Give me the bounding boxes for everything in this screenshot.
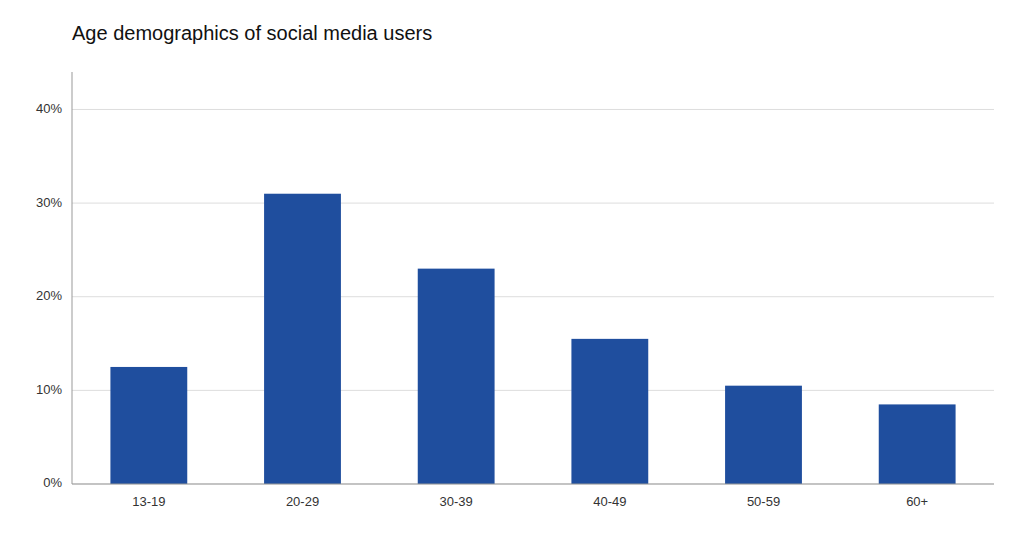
x-tick-label: 60+: [906, 494, 928, 509]
page: {"chart_data": {"type": "bar", "title": …: [0, 0, 1024, 536]
title: Age demographics of social media users: [72, 22, 432, 44]
bars: [110, 194, 955, 484]
bar: [879, 404, 956, 484]
chart-svg: Age demographics of social media users 0%…: [0, 0, 1024, 536]
y-tick-labels: 0% 10% 20% 30% 40%: [36, 101, 62, 491]
y-tick-label: 20%: [36, 288, 62, 303]
y-axis-line: [72, 72, 73, 484]
grid-line: [72, 203, 994, 204]
bar: [418, 269, 495, 484]
y-tick-label: 30%: [36, 195, 62, 210]
x-tick-label: 40-49: [593, 494, 626, 509]
grid-line: [72, 296, 994, 297]
grid-line: [72, 109, 994, 110]
bar: [264, 194, 341, 484]
x-tick-labels: 13-19 20-29 30-39 40-49 50-59 60+: [132, 494, 928, 509]
y-tick-label: 40%: [36, 101, 62, 116]
x-tick-label: 13-19: [132, 494, 165, 509]
bar: [725, 386, 802, 484]
x-axis-line: [72, 484, 994, 485]
chart-container: Age demographics of social media users 0%…: [0, 0, 1024, 536]
grid-line: [72, 390, 994, 391]
x-tick-label: 20-29: [286, 494, 319, 509]
y-tick-label: 0%: [43, 475, 62, 490]
y-tick-label: 10%: [36, 382, 62, 397]
grid-line: [72, 484, 994, 485]
bar: [571, 339, 648, 484]
y-grid: [72, 109, 994, 484]
bar: [110, 367, 187, 484]
x-tick-label: 30-39: [440, 494, 473, 509]
x-tick-label: 50-59: [747, 494, 780, 509]
